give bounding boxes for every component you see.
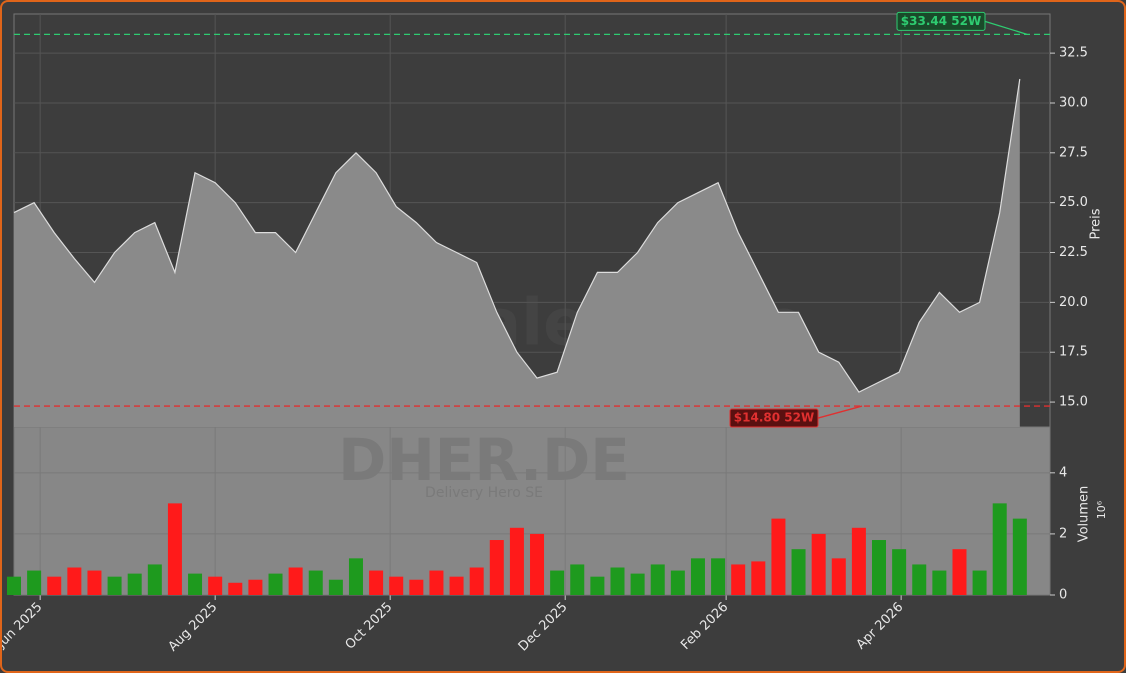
y-offset-label: 10⁶ [1095,500,1108,519]
volume-bar [731,564,746,595]
volume-bar [67,567,82,595]
volume-bar [892,549,907,595]
volume-bar [650,564,665,595]
volume-bar [348,558,363,595]
level-arrow [984,20,1028,35]
price-line [13,78,1021,393]
level-arrow [817,405,863,419]
volume-bar [690,558,705,595]
volume-bar [952,549,967,595]
y-tick-label: 0 [1059,588,1067,603]
volume-bar [972,570,987,595]
volume-bar [932,570,947,595]
volume-bar [389,576,404,595]
volume-bar [107,576,122,595]
volume-bar [308,570,323,595]
volume-bar [409,579,424,595]
volume-bar [208,576,223,595]
volume-bar [590,576,605,595]
volume-bar [550,570,565,595]
volume-bar [228,582,243,595]
volume-bar [27,570,42,595]
y-axis-label: Preis [1089,208,1104,239]
volume-bar [328,579,343,595]
volume-bar [1012,518,1027,595]
watermark: DHER.DE [338,426,630,494]
x-tick-label: Dec 2025 [516,600,571,655]
volume-bar [610,567,625,595]
y-tick-label: 15.0 [1059,395,1088,410]
x-tick-label: Feb 2026 [678,600,731,653]
volume-bar [831,558,846,595]
volume-bar [248,579,263,595]
volume-bar [751,561,766,595]
volume-bar [489,540,504,595]
volume-bar [147,564,162,595]
volume-bar [469,567,484,595]
volume-bar [992,503,1007,595]
volume-bar [449,576,464,595]
level-label: $33.44 52W [901,14,981,28]
level-label: $14.80 52W [734,411,814,425]
y-tick-label: 17.5 [1059,345,1088,360]
volume-bar [369,570,384,595]
volume-bar [912,564,927,595]
volume-bar [670,570,685,595]
x-tick-label: Jun 2025 [2,600,45,652]
volume-bar [530,533,545,595]
x-tick-label: Aug 2025 [166,600,221,655]
x-tick-label: Oct 2025 [343,600,396,653]
volume-bar [7,576,21,595]
price-area [14,79,1020,427]
volume-bar [268,573,283,595]
y-axis-label: Volumen [1077,486,1092,543]
watermark: Delivery Hero SE [425,485,543,501]
volume-bar [87,570,102,595]
y-tick-label: 4 [1059,465,1067,480]
y-tick-label: 30.0 [1059,95,1088,110]
volume-bar [127,573,142,595]
volume-bar [288,567,303,595]
volume-bar [872,540,887,595]
y-tick-label: 32.5 [1059,46,1088,61]
volume-bar [630,573,645,595]
x-tick-label: Apr 2026 [854,600,907,653]
y-tick-label: 25.0 [1059,195,1088,210]
y-tick-label: 2 [1059,526,1067,541]
y-tick-label: 22.5 [1059,245,1088,260]
volume-bar [771,518,786,595]
volume-bar [509,527,524,595]
y-tick-label: 27.5 [1059,145,1088,160]
volume-bar [188,573,203,595]
volume-bar [47,576,62,595]
volume-bar [167,503,182,595]
volume-bar [791,549,806,595]
volume-bar [570,564,585,595]
volume-bar [429,570,444,595]
volume-bar [811,533,826,595]
y-tick-label: 20.0 [1059,295,1088,310]
volume-bar [711,558,726,595]
volume-bar [851,527,866,595]
